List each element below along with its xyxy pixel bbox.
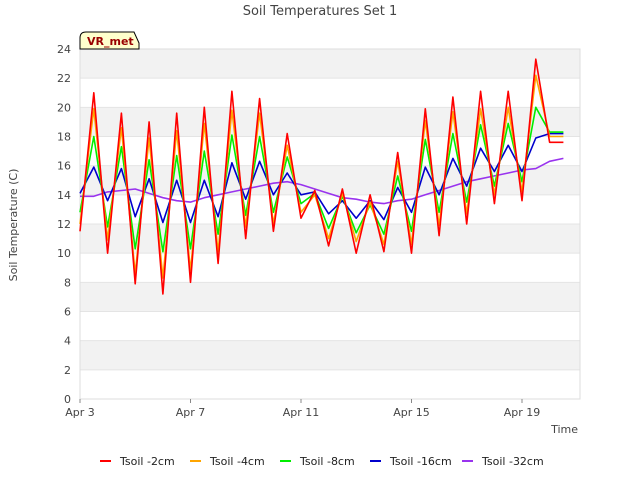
legend-label: Tsoil -16cm [389, 455, 452, 468]
y-tick-label: 0 [64, 393, 71, 406]
y-tick-label: 16 [57, 160, 71, 173]
annotation-badge: VR_met [79, 31, 140, 50]
x-tick-label: Apr 19 [504, 406, 541, 419]
y-tick-label: 2 [64, 364, 71, 377]
y-tick-label: 20 [57, 101, 71, 114]
y-tick-label: 24 [57, 43, 71, 56]
legend-label: Tsoil -32cm [481, 455, 544, 468]
y-tick-label: 4 [64, 335, 71, 348]
legend-item: Tsoil -32cm [462, 455, 544, 468]
legend-item: Tsoil -8cm [280, 455, 355, 468]
y-tick-label: 12 [57, 218, 71, 231]
series-line-tsoil-8cm [79, 106, 564, 253]
legend-item: Tsoil -16cm [370, 455, 452, 468]
annotation-label: VR_met [87, 35, 134, 48]
grid-band [80, 107, 580, 137]
y-tick-label: 22 [57, 72, 71, 85]
series-line-tsoil-2cm [79, 58, 564, 295]
series-line-tsoil-32cm [80, 157, 564, 205]
grid-bands [80, 48, 580, 400]
x-axis-ticks: Apr 3 Apr 7 Apr 11 Apr 15 Apr 19 [65, 399, 540, 419]
series-lines [79, 58, 564, 295]
x-tick-label: Apr 11 [283, 406, 320, 419]
chart-title: Soil Temperatures Set 1 [243, 4, 398, 19]
legend-label: Tsoil -4cm [209, 455, 265, 468]
x-tick-label: Apr 3 [65, 406, 95, 419]
legend: Tsoil -2cm Tsoil -4cm Tsoil -8cm Tsoil -16c… [100, 455, 544, 468]
x-tick-label: Apr 15 [393, 406, 430, 419]
legend-item: Tsoil -4cm [190, 455, 265, 468]
y-tick-label: 14 [57, 189, 71, 202]
y-tick-label: 8 [64, 276, 71, 289]
legend-item: Tsoil -2cm [100, 455, 175, 468]
legend-label: Tsoil -2cm [119, 455, 175, 468]
y-tick-label: 18 [57, 131, 71, 144]
x-axis-label: Time [550, 423, 578, 436]
x-tick-label: Apr 7 [176, 406, 206, 419]
y-tick-label: 6 [64, 306, 71, 319]
y-tick-label: 10 [57, 247, 71, 260]
series-line-tsoil-16cm [79, 132, 564, 224]
y-axis-label: Soil Temperature (C) [7, 169, 20, 282]
legend-label: Tsoil -8cm [299, 455, 355, 468]
grid-band [80, 49, 580, 79]
grid-band [80, 282, 580, 312]
grid-band [80, 340, 580, 370]
